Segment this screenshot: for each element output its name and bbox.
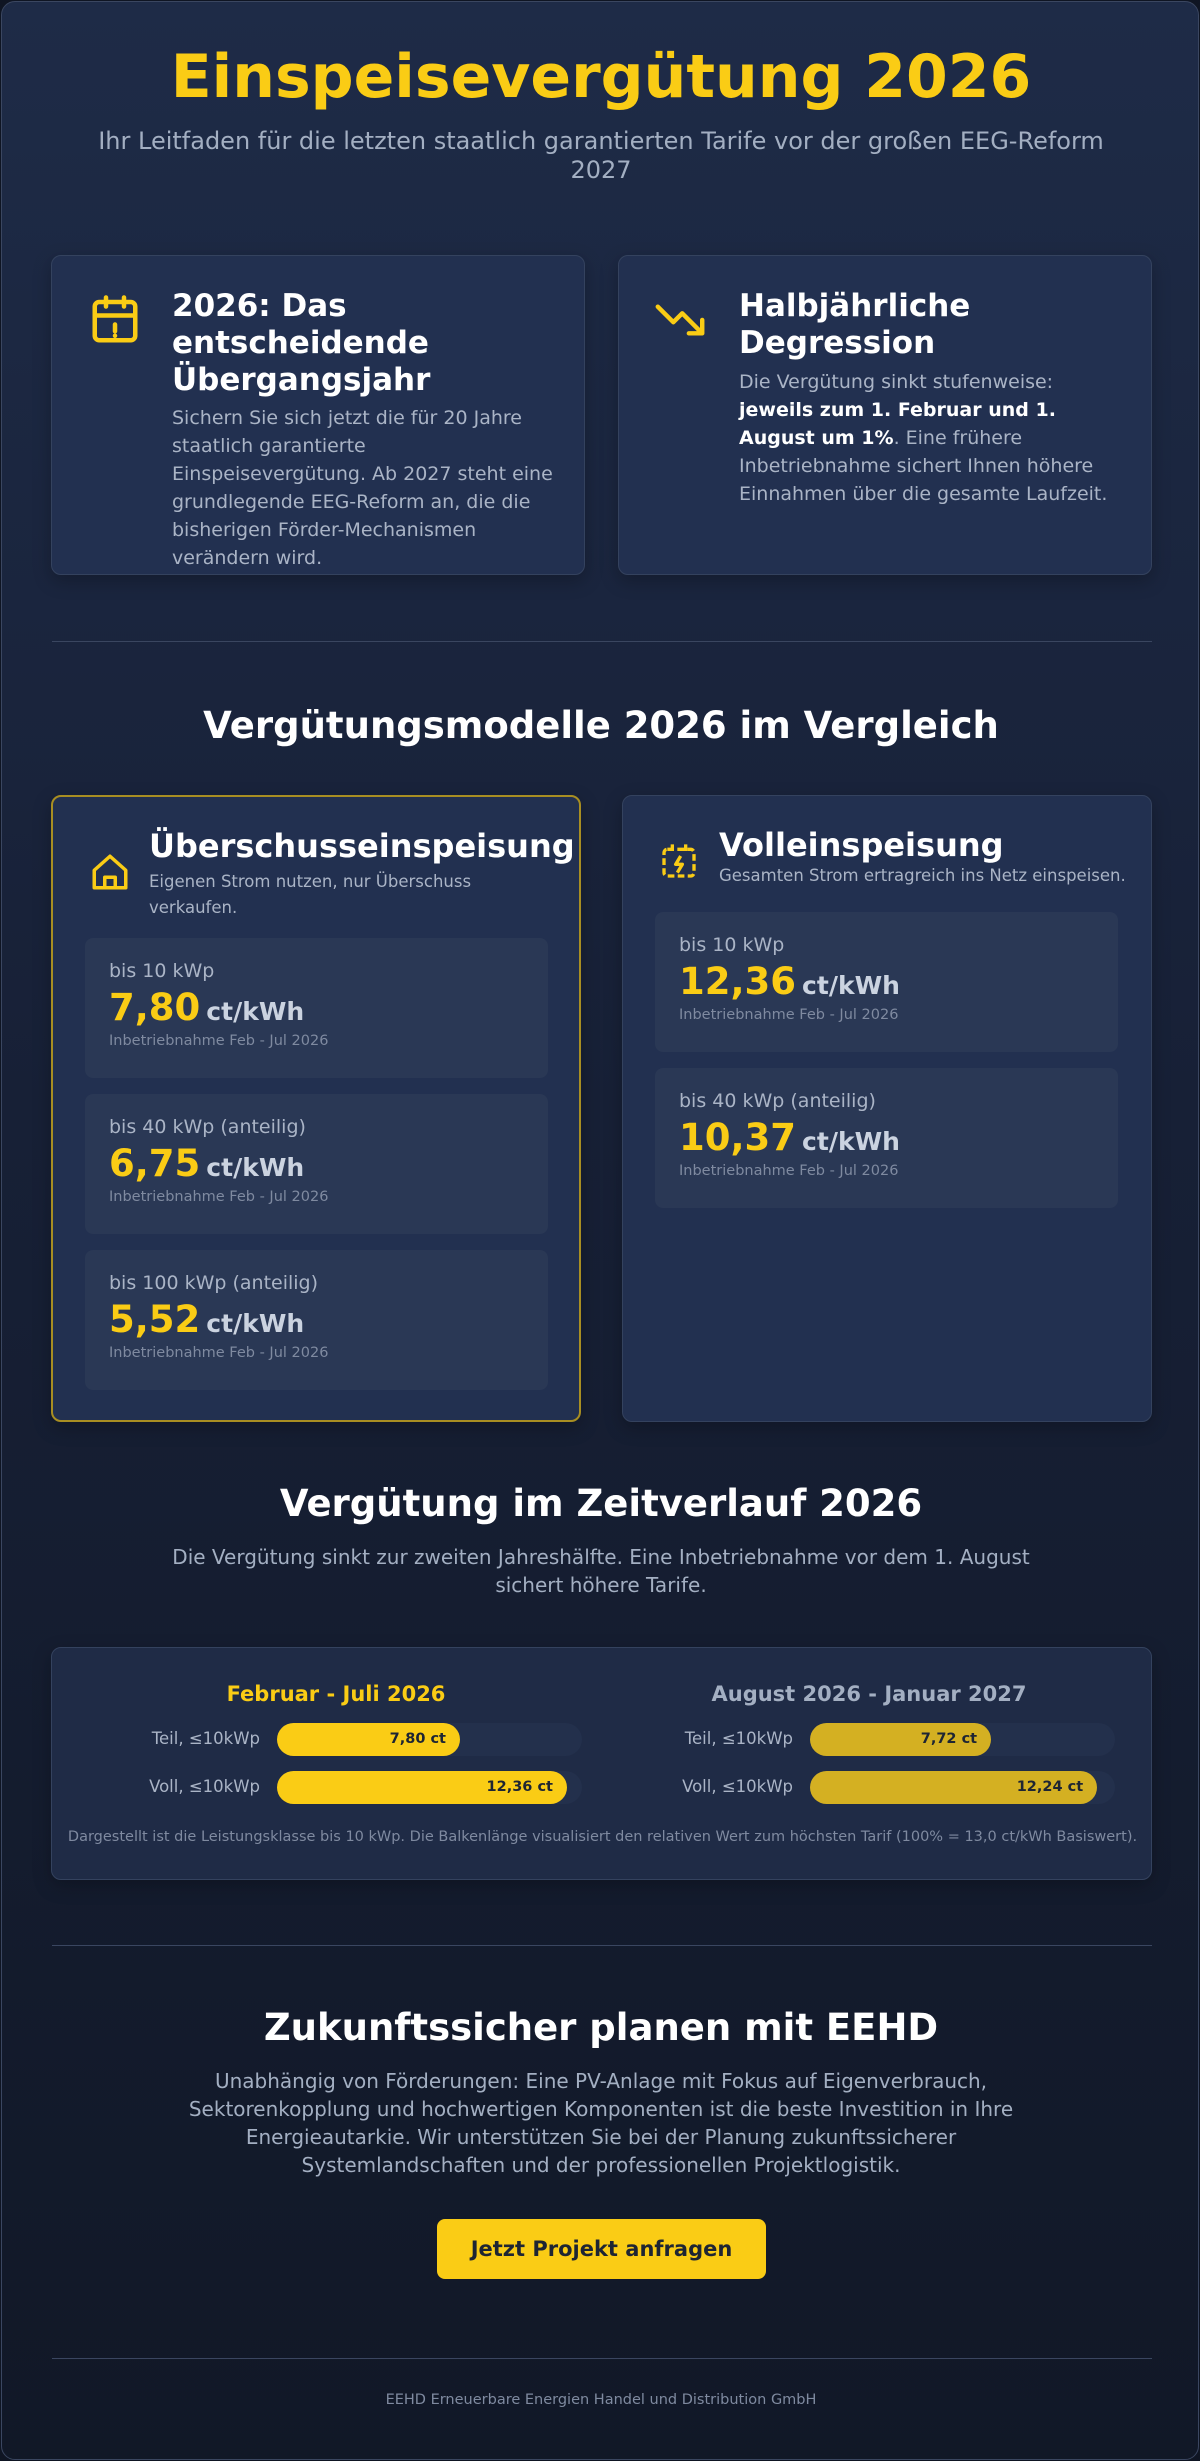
model-subtitle: Eigenen Strom nutzen, nur Überschuss ver… bbox=[149, 872, 472, 917]
rate-value-row: 10,37 ct/kWh bbox=[679, 1116, 1094, 1159]
bar: 7,72 ct bbox=[810, 1723, 992, 1756]
model-card: Volleinspeisung Gesamten Strom ertragrei… bbox=[622, 795, 1152, 1422]
rate-value: 10,37 bbox=[679, 1116, 797, 1159]
intro-card: Halbjährliche Degression Die Vergütung s… bbox=[618, 255, 1152, 575]
intro-card-text: Sichern Sie sich jetzt die für 20 Jahre … bbox=[172, 407, 553, 569]
rate-label: bis 40 kWp (anteilig) bbox=[109, 1116, 306, 1138]
rate-unit: ct/kWh bbox=[802, 1127, 900, 1156]
bar-track: 12,36 ct bbox=[277, 1771, 582, 1804]
rate-tile: bis 100 kWp (anteilig) 5,52 ct/kWh Inbetrie… bbox=[85, 1250, 548, 1390]
rate-label: bis 10 kWp bbox=[679, 934, 785, 956]
rate-note: Inbetriebnahme Feb - Jul 2026 bbox=[679, 1007, 899, 1023]
rate-tile: bis 40 kWp (anteilig) 10,37 ct/kWh Inbetrie… bbox=[655, 1068, 1118, 1208]
intro-card-text: Die Vergütung sinkt stufenweise: jeweils… bbox=[739, 368, 1129, 508]
bar-track: 12,24 ct bbox=[810, 1771, 1115, 1804]
footer: EEHD Erneuerbare Energien Handel und Dis… bbox=[385, 2392, 817, 2408]
text-bold: jeweils zum 1. Februar und 1. August um … bbox=[739, 399, 1056, 449]
period-title: August 2026 - Januar 2027 bbox=[711, 1682, 1027, 1706]
rate-value-row: 12,36 ct/kWh bbox=[679, 960, 1094, 1003]
cta-text: Unabhängig von Förderungen: Eine PV-Anla… bbox=[188, 2069, 1014, 2177]
rate-unit: ct/kWh bbox=[206, 997, 305, 1026]
rate-tile: bis 40 kWp (anteilig) 6,75 ct/kWh Inbetrieb… bbox=[85, 1094, 548, 1234]
model-card: Überschusseinspeisung Eigenen Strom nutz… bbox=[51, 795, 581, 1422]
text: . Eine frühere Inbetriebnahme sichert Ih… bbox=[739, 427, 1108, 505]
rate-value-row: 7,80 ct/kWh bbox=[109, 986, 524, 1029]
rate-label: bis 100 kWp (anteilig) bbox=[109, 1272, 319, 1294]
bar: 7,80 ct bbox=[277, 1723, 460, 1756]
rate-unit: ct/kWh bbox=[206, 1309, 305, 1338]
row-label: Voll, ≤10kWp bbox=[149, 1777, 260, 1796]
model-subtitle: Gesamten Strom ertragreich ins Netz eins… bbox=[719, 866, 1126, 885]
intro-card: 2026: Das entscheidende Übergangsjahr Si… bbox=[51, 255, 585, 575]
rate-value: 6,75 bbox=[109, 1142, 201, 1185]
section-title: Zukunftssicher planen mit EEHD bbox=[263, 2006, 939, 2049]
rate-value-row: 5,52 ct/kWh bbox=[109, 1298, 524, 1341]
rate-label: bis 10 kWp bbox=[109, 960, 215, 982]
section-title: Vergütung im Zeitverlauf 2026 bbox=[279, 1482, 923, 1525]
rate-unit: ct/kWh bbox=[802, 971, 900, 1000]
text: Die Vergütung sinkt stufenweise: bbox=[739, 371, 1054, 393]
bar-track: 7,80 ct bbox=[277, 1723, 582, 1756]
calendar-icon bbox=[92, 295, 138, 343]
rate-value: 7,80 bbox=[109, 986, 201, 1029]
intro-card-title: 2026: Das entscheidende Übergangsjahr bbox=[172, 288, 431, 398]
model-title: Überschusseinspeisung bbox=[149, 827, 575, 865]
home-icon bbox=[92, 854, 128, 890]
timeline-card: Dargestellt ist die Leistungsklasse bis … bbox=[51, 1647, 1152, 1880]
divider bbox=[52, 1945, 1152, 1946]
rate-note: Inbetriebnahme Feb - Jul 2026 bbox=[109, 1033, 329, 1049]
bar-track: 7,72 ct bbox=[810, 1723, 1115, 1756]
rate-value: 12,36 bbox=[679, 960, 797, 1003]
title: Einspeisevergütung 2026 bbox=[170, 42, 1032, 112]
rate-tile: bis 10 kWp 7,80 ct/kWh Inbetriebnahme Feb -… bbox=[85, 938, 548, 1078]
subtitle: Ihr Leitfaden für die letzten staatlich … bbox=[98, 127, 1104, 184]
bar: 12,36 ct bbox=[277, 1771, 567, 1804]
plug-icon bbox=[662, 844, 696, 878]
cta-button[interactable]: Jetzt Projekt anfragen bbox=[437, 2219, 766, 2279]
divider bbox=[52, 641, 1152, 642]
section-title: Vergütungsmodelle 2026 im Vergleich bbox=[203, 704, 999, 747]
trend-down-icon bbox=[655, 304, 705, 336]
rate-note: Inbetriebnahme Feb - Jul 2026 bbox=[109, 1189, 329, 1205]
row-label: Teil, ≤10kWp bbox=[684, 1729, 793, 1748]
rate-unit: ct/kWh bbox=[206, 1153, 305, 1182]
timeline-note: Dargestellt ist die Leistungsklasse bis … bbox=[67, 1829, 1138, 1845]
rate-tile: bis 10 kWp 12,36 ct/kWh Inbetriebnahme Feb … bbox=[655, 912, 1118, 1052]
row-label: Voll, ≤10kWp bbox=[682, 1777, 793, 1796]
rate-note: Inbetriebnahme Feb - Jul 2026 bbox=[679, 1163, 899, 1179]
rate-value-row: 6,75 ct/kWh bbox=[109, 1142, 524, 1185]
bar: 12,24 ct bbox=[810, 1771, 1098, 1804]
intro-card-title: Halbjährliche Degression bbox=[739, 288, 971, 361]
period-title: Februar - Juli 2026 bbox=[226, 1682, 446, 1706]
rate-value: 5,52 bbox=[109, 1298, 201, 1341]
row-label: Teil, ≤10kWp bbox=[151, 1729, 260, 1748]
section-text: Die Vergütung sinkt zur zweiten Jahreshä… bbox=[172, 1545, 1030, 1597]
divider bbox=[52, 2358, 1152, 2359]
rate-note: Inbetriebnahme Feb - Jul 2026 bbox=[109, 1345, 329, 1361]
rate-label: bis 40 kWp (anteilig) bbox=[679, 1090, 876, 1112]
model-title: Volleinspeisung bbox=[719, 826, 1004, 864]
